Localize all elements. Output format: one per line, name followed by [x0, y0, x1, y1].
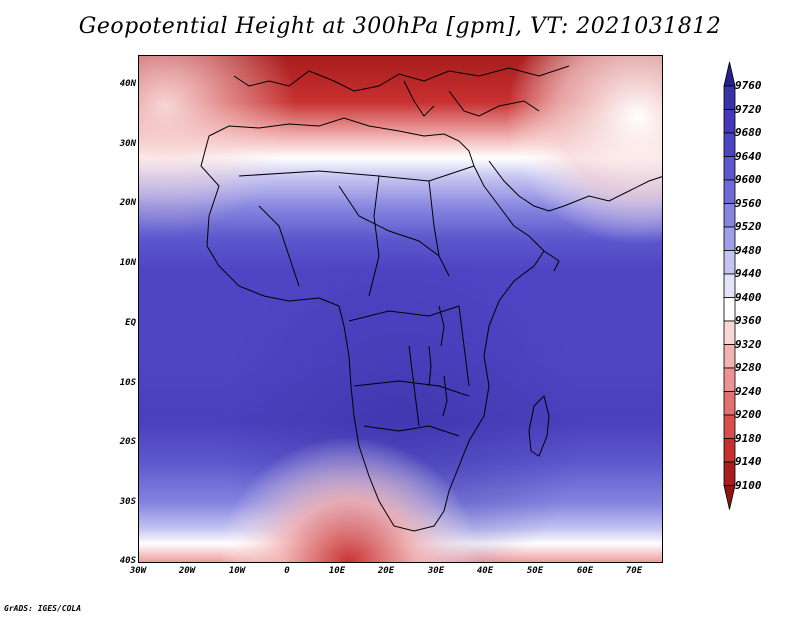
- lon-label-20w: 20W: [178, 566, 196, 576]
- lat-label-eq: EQ: [125, 318, 136, 328]
- color-bar-box: [723, 132, 736, 157]
- map-title: Geopotential Height at 300hPa [gpm], VT:…: [78, 14, 722, 39]
- arabian-sea-coast: [563, 176, 662, 207]
- horn-of-africa-tip: [543, 250, 560, 272]
- lat-label-40s: 40S: [119, 556, 136, 566]
- lon-label-50e: 50E: [526, 566, 544, 576]
- congo-border: [348, 305, 460, 322]
- north-african-coast: [208, 117, 475, 167]
- color-bar-label: 9480: [735, 243, 762, 257]
- height-field-map: [139, 56, 662, 562]
- lake-tanganyika: [428, 345, 432, 387]
- lon-label-70e: 70E: [625, 566, 643, 576]
- color-bar-box: [723, 320, 736, 345]
- italy-outline: [403, 80, 435, 117]
- color-bar-box: [723, 203, 736, 228]
- color-bar-box: [723, 85, 736, 110]
- coastlines-and-borders: [200, 65, 662, 532]
- red-sea-coast: [473, 165, 545, 252]
- color-bar-box: [723, 344, 736, 369]
- lat-label-20n: 20N: [119, 198, 136, 208]
- color-bar-box: [723, 250, 736, 275]
- central-border-ns: [408, 345, 420, 427]
- lat-label-40n: 40N: [119, 79, 136, 89]
- color-bar-label: 9100: [735, 478, 762, 492]
- east-african-border: [458, 305, 470, 387]
- egypt-sudan-border: [428, 180, 450, 277]
- lon-label-0: 0: [284, 566, 290, 576]
- color-bar-box: [723, 367, 736, 392]
- southern-african-coast: [338, 250, 545, 532]
- color-bar-label: 9720: [735, 102, 762, 116]
- color-bar-label: 9360: [735, 314, 762, 327]
- lat-label-30n: 30N: [119, 139, 136, 149]
- lon-label-20e: 20E: [377, 566, 395, 576]
- color-bar-bottom-arrow: [723, 485, 736, 510]
- lat-label-20s: 20S: [119, 437, 136, 447]
- color-bar-label: 9140: [735, 455, 762, 468]
- west-sahel-border: [258, 205, 300, 287]
- lake-malawi: [442, 375, 448, 417]
- lon-label-30w: 30W: [129, 566, 147, 576]
- color-bar-box: [723, 391, 736, 416]
- lon-label-60e: 60E: [576, 566, 594, 576]
- color-bar-label: 9560: [735, 196, 762, 210]
- color-bar-label: 9600: [735, 173, 762, 186]
- west-african-coast: [200, 135, 340, 307]
- south-atlantic-ridge-shading: [139, 56, 662, 562]
- madagascar-outline: [528, 395, 550, 457]
- lon-label-10w: 10W: [228, 566, 246, 576]
- color-bar-label: 9180: [735, 431, 762, 445]
- angola-zambia-border: [353, 380, 470, 397]
- turkey-coast: [448, 90, 540, 117]
- color-bar-box: [723, 273, 736, 298]
- lon-label-40e: 40E: [476, 566, 494, 576]
- niger-chad-border: [368, 175, 380, 297]
- central-sahel-border: [338, 185, 440, 257]
- color-bar-box: [723, 156, 736, 181]
- european-coast: [233, 65, 570, 92]
- color-bar: [723, 61, 736, 510]
- color-bar-label: 9680: [735, 126, 762, 139]
- lat-label-30s: 30S: [119, 497, 136, 507]
- color-bar-label: 9400: [735, 290, 762, 304]
- color-bar-box: [723, 414, 736, 439]
- color-bar-label: 9640: [735, 149, 762, 163]
- color-bar-box: [723, 461, 736, 486]
- color-bar-label: 9440: [735, 267, 762, 280]
- color-bar-label: 9760: [735, 79, 762, 92]
- namibia-botswana-border: [363, 425, 460, 437]
- color-bar-label: 9280: [735, 361, 762, 374]
- color-bar-box: [723, 438, 736, 463]
- color-bar-box: [723, 179, 736, 204]
- lat-label-10s: 10S: [119, 378, 136, 388]
- color-bar-label: 9200: [735, 408, 762, 421]
- color-bar-box: [723, 226, 736, 251]
- lake-victoria-region: [438, 305, 445, 347]
- arabian-coast: [488, 160, 565, 212]
- color-bar-top-arrow: [723, 61, 736, 87]
- grads-credit: GrADS: IGES/COLA: [4, 604, 82, 613]
- color-bar-label: 9520: [735, 220, 762, 233]
- color-bar-box: [723, 109, 736, 134]
- map-plot-area: [138, 55, 663, 563]
- color-bar-label: 9320: [735, 337, 762, 351]
- color-bar-box: [723, 297, 736, 322]
- lon-label-30e: 30E: [427, 566, 445, 576]
- color-bar-label: 9240: [735, 384, 762, 398]
- lon-label-10e: 10E: [328, 566, 346, 576]
- lat-label-10n: 10N: [119, 258, 136, 268]
